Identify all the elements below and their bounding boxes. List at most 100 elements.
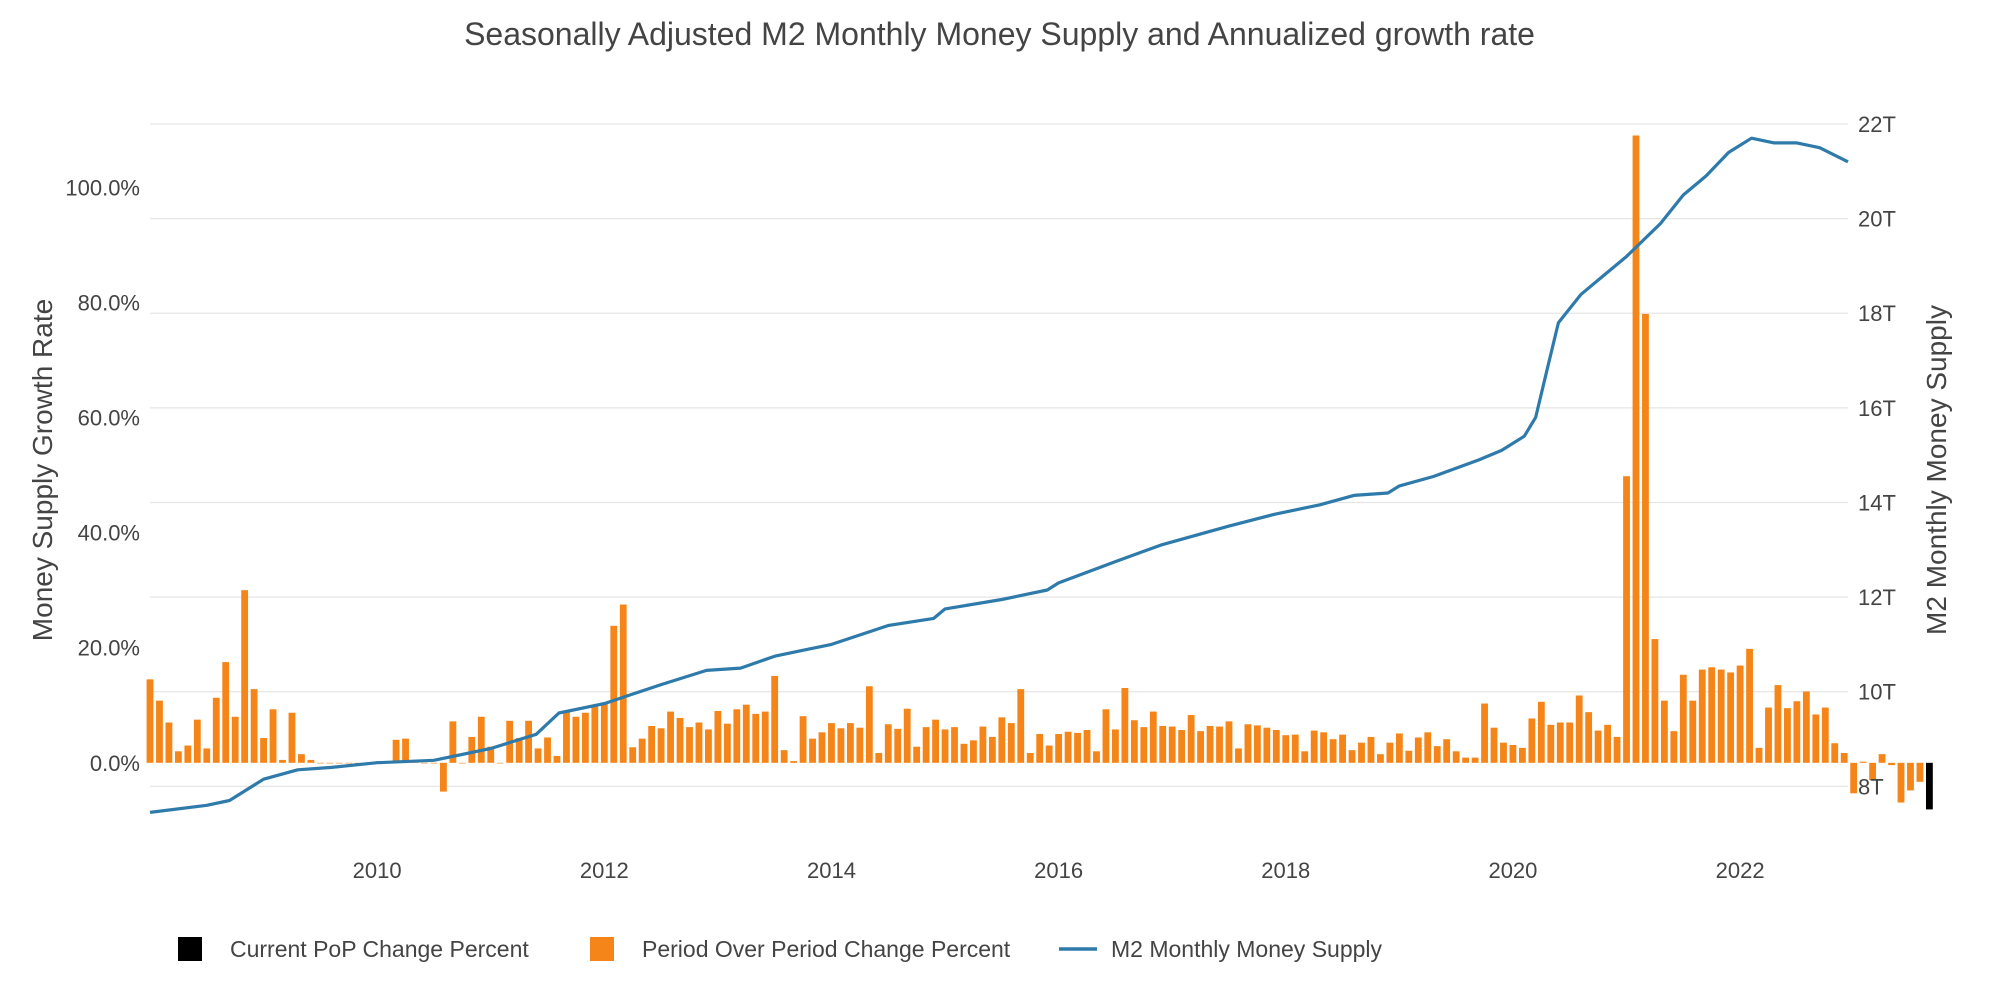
right-axis-title: M2 Monthly Money Supply: [1921, 305, 1952, 635]
growth-bar: [279, 759, 286, 763]
growth-bar: [1140, 727, 1148, 763]
growth-bar: [402, 738, 409, 763]
growth-bar: [468, 736, 476, 763]
growth-bar: [487, 746, 495, 763]
growth-bar: [184, 745, 192, 763]
growth-bar: [742, 704, 750, 763]
growth-bar: [1765, 707, 1772, 763]
growth-bar: [440, 762, 447, 792]
growth-bar: [165, 722, 173, 763]
growth-bars: [146, 135, 1933, 810]
growth-bar: [1405, 750, 1413, 763]
growth-bar: [1528, 718, 1536, 763]
growth-bar: [1471, 757, 1479, 763]
growth-bar: [686, 727, 693, 763]
growth-bar: [638, 738, 646, 763]
growth-bar: [903, 708, 911, 763]
growth-bar: [1831, 743, 1839, 763]
growth-bar: [1149, 711, 1157, 763]
growth-bar: [1840, 753, 1848, 763]
x-axis-ticks: 2010 2012 2014 2016 2018 2020 2022: [353, 858, 1765, 883]
growth-bar: [1263, 727, 1271, 763]
growth-bar: [1291, 734, 1299, 763]
growth-bar: [269, 709, 277, 763]
growth-bar: [1878, 754, 1886, 763]
growth-bar: [790, 761, 798, 763]
growth-bar: [1632, 135, 1640, 763]
growth-bar: [146, 679, 154, 763]
growth-bar: [326, 762, 334, 764]
growth-bar: [705, 729, 712, 763]
growth-bar: [1055, 734, 1063, 763]
growth-bar: [1537, 701, 1545, 763]
growth-bar: [828, 723, 835, 763]
left-tick-label: 0.0%: [90, 751, 140, 776]
growth-bar: [1859, 761, 1867, 763]
growth-bar: [1339, 734, 1346, 763]
growth-bar: [1083, 730, 1091, 763]
growth-bar: [1660, 700, 1668, 763]
growth-bar: [1102, 709, 1110, 763]
growth-bar: [1386, 742, 1394, 763]
growth-bar: [1301, 751, 1309, 763]
x-tick-label: 2018: [1261, 858, 1310, 883]
growth-bar: [1225, 721, 1233, 763]
growth-bar: [288, 712, 296, 763]
growth-bar: [1585, 712, 1593, 763]
growth-bar: [1888, 762, 1895, 766]
x-tick-label: 2020: [1488, 858, 1537, 883]
growth-bar: [752, 713, 760, 763]
growth-bar: [572, 716, 580, 763]
growth-bar: [1235, 748, 1242, 763]
growth-bar: [1556, 722, 1564, 763]
legend-label: M2 Monthly Money Supply: [1111, 936, 1383, 962]
growth-bar: [951, 727, 958, 763]
growth-bar: [1216, 726, 1223, 763]
growth-bar: [1547, 724, 1555, 763]
growth-bar: [553, 755, 561, 763]
growth-bar: [998, 717, 1006, 763]
growth-bar: [1045, 745, 1053, 763]
growth-bar: [1850, 762, 1858, 794]
growth-bar: [392, 739, 400, 763]
right-axis-ticks: 8T 10T 12T 14T 16T 18T 20T 22T: [1858, 112, 1896, 799]
growth-bar: [1253, 725, 1261, 763]
growth-bar: [1519, 747, 1526, 763]
growth-bar: [345, 762, 353, 764]
growth-bar: [1310, 730, 1318, 763]
left-tick-label: 20.0%: [78, 636, 140, 661]
growth-bar: [544, 737, 551, 763]
right-tick-label: 14T: [1858, 490, 1896, 515]
growth-bar: [1774, 685, 1782, 763]
legend-label: Current PoP Change Percent: [230, 936, 529, 962]
growth-bar: [477, 716, 485, 763]
growth-bar: [818, 732, 826, 763]
right-tick-label: 22T: [1858, 112, 1896, 137]
growth-bar: [610, 625, 618, 763]
growth-bar: [979, 726, 987, 763]
growth-bar: [1064, 731, 1072, 763]
right-tick-label: 8T: [1858, 774, 1884, 799]
growth-bar: [960, 743, 968, 763]
growth-bar: [1462, 757, 1470, 763]
growth-bar: [667, 711, 674, 763]
growth-bar: [1481, 703, 1488, 763]
growth-bar: [1670, 731, 1678, 763]
legend: Current PoP Change Percent Period Over Pe…: [178, 936, 1383, 962]
right-tick-label: 12T: [1858, 585, 1896, 610]
left-tick-label: 80.0%: [78, 290, 140, 315]
growth-bar: [1490, 727, 1498, 763]
growth-bar: [657, 728, 665, 763]
left-axis-title: Money Supply Growth Rate: [27, 299, 58, 641]
growth-bar: [809, 738, 816, 763]
growth-bar: [1093, 751, 1100, 763]
legend-swatch: [590, 937, 614, 961]
growth-bar: [1575, 695, 1583, 763]
growth-bar: [1395, 733, 1403, 763]
growth-bar: [1897, 762, 1905, 803]
growth-bar: [1907, 762, 1914, 791]
growth-bar: [1452, 751, 1460, 763]
growth-bar: [581, 712, 589, 763]
growth-bar: [1689, 700, 1697, 763]
